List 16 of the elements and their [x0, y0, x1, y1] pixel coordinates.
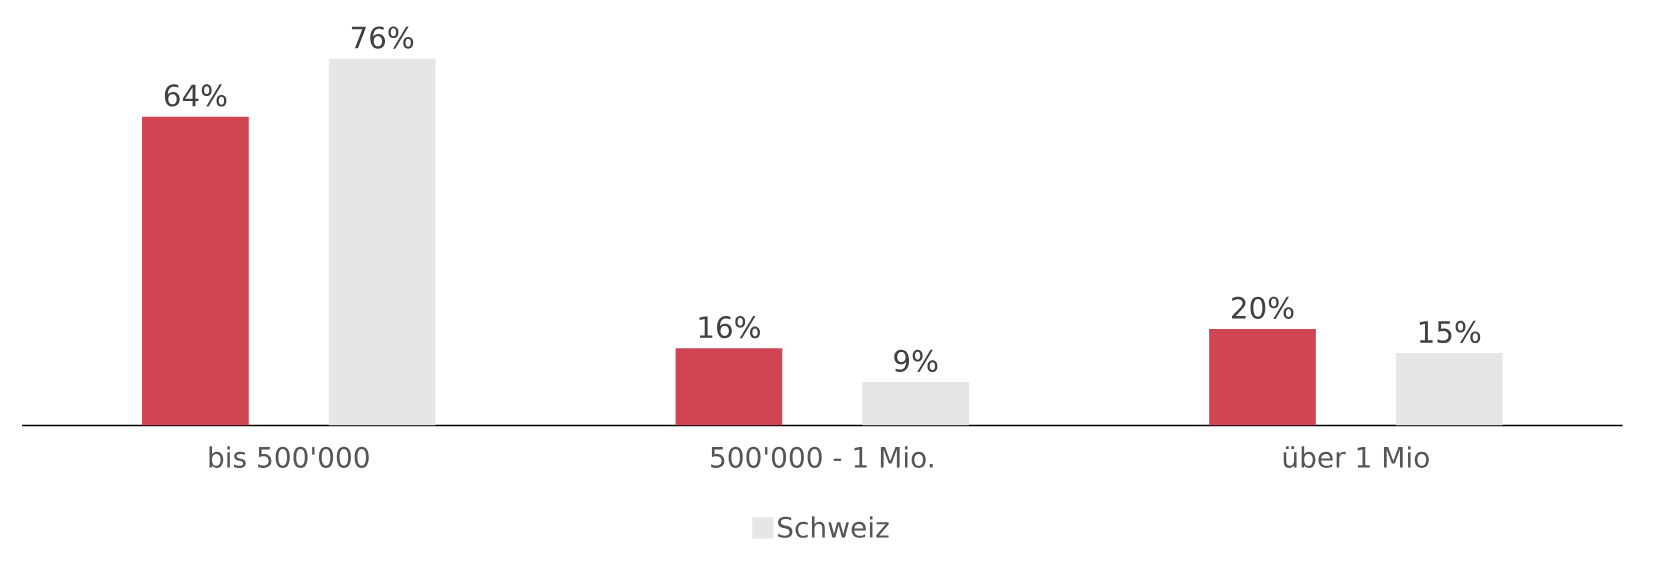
- bar: [142, 116, 249, 426]
- data-label: 9%: [894, 349, 938, 373]
- x-tick-label: bis 500'000: [209, 446, 369, 468]
- bar: [1395, 353, 1503, 426]
- bar: [862, 382, 970, 426]
- data-label: 76%: [351, 26, 414, 49]
- data-label: 15%: [1419, 320, 1481, 344]
- legend-label: Schweiz: [778, 516, 889, 538]
- x-tick-label: 500'000 - 1 Mio.: [711, 446, 933, 468]
- data-label: 16%: [699, 316, 760, 339]
- data-label: 20%: [1232, 296, 1294, 319]
- bar: [1209, 329, 1316, 426]
- bar: [328, 58, 436, 426]
- bar: [675, 348, 783, 426]
- x-tick-label: über 1 Mio: [1283, 446, 1429, 468]
- data-label: 64%: [164, 84, 227, 107]
